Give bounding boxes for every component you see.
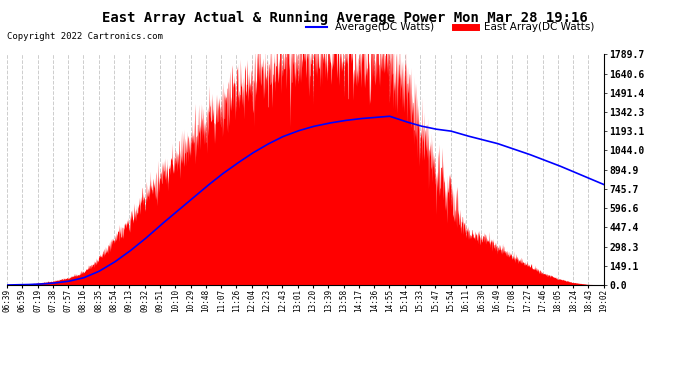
Text: Copyright 2022 Cartronics.com: Copyright 2022 Cartronics.com: [7, 32, 163, 41]
Legend: Average(DC Watts), East Array(DC Watts): Average(DC Watts), East Array(DC Watts): [302, 18, 598, 36]
Text: East Array Actual & Running Average Power Mon Mar 28 19:16: East Array Actual & Running Average Powe…: [102, 11, 588, 26]
